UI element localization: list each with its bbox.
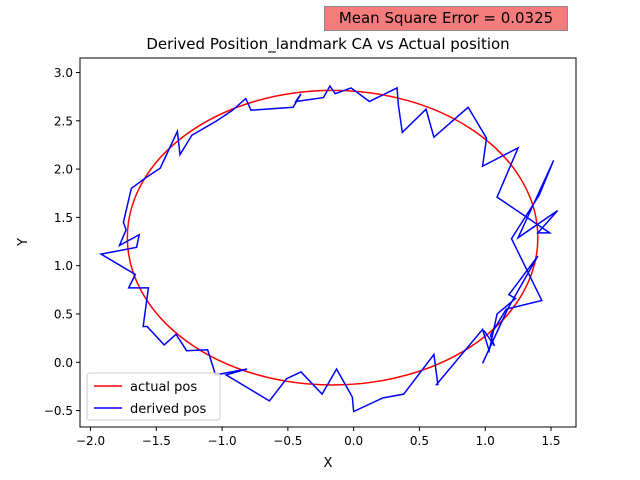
y-tick-label: 0.0: [54, 356, 73, 370]
legend: actual pos derived pos: [86, 372, 221, 421]
y-tick-label: 1.5: [54, 211, 73, 225]
y-tick-label: 2.0: [54, 163, 73, 177]
x-tick-label: −0.5: [273, 434, 302, 448]
legend-label-derived: derived pos: [130, 402, 206, 417]
y-axis-label: Y: [16, 238, 31, 247]
x-tick-label: −1.0: [208, 434, 237, 448]
axes-frame: [79, 57, 577, 428]
y-tick-label: 3.0: [54, 66, 73, 80]
chart-title: Derived Position_landmark CA vs Actual p…: [146, 35, 509, 54]
y-tick-label: −0.5: [44, 404, 73, 418]
x-tick-label: 0.5: [410, 434, 429, 448]
y-tick-label: 1.0: [54, 259, 73, 273]
derived-pos-line: [98, 84, 559, 413]
axis-ticks: −2.0 −1.5 −1.0 −0.5 0.0 0.5 1.0 1.5 −0.5 0.0 0.5 1.…: [44, 66, 561, 448]
x-tick-label: 1.0: [476, 434, 495, 448]
y-tick-label: 0.5: [54, 307, 73, 321]
plot-area: [98, 84, 559, 413]
y-tick-label: 2.5: [54, 114, 73, 128]
x-tick-label: 0.0: [344, 434, 363, 448]
x-tick-label: −2.0: [76, 434, 105, 448]
x-tick-label: 1.5: [541, 434, 560, 448]
actual-pos-line: [126, 89, 539, 386]
mse-annotation: Mean Square Error = 0.0325: [324, 6, 568, 31]
x-tick-label: −1.5: [142, 434, 171, 448]
legend-label-actual: actual pos: [130, 380, 197, 395]
x-axis-label: X: [324, 456, 333, 471]
